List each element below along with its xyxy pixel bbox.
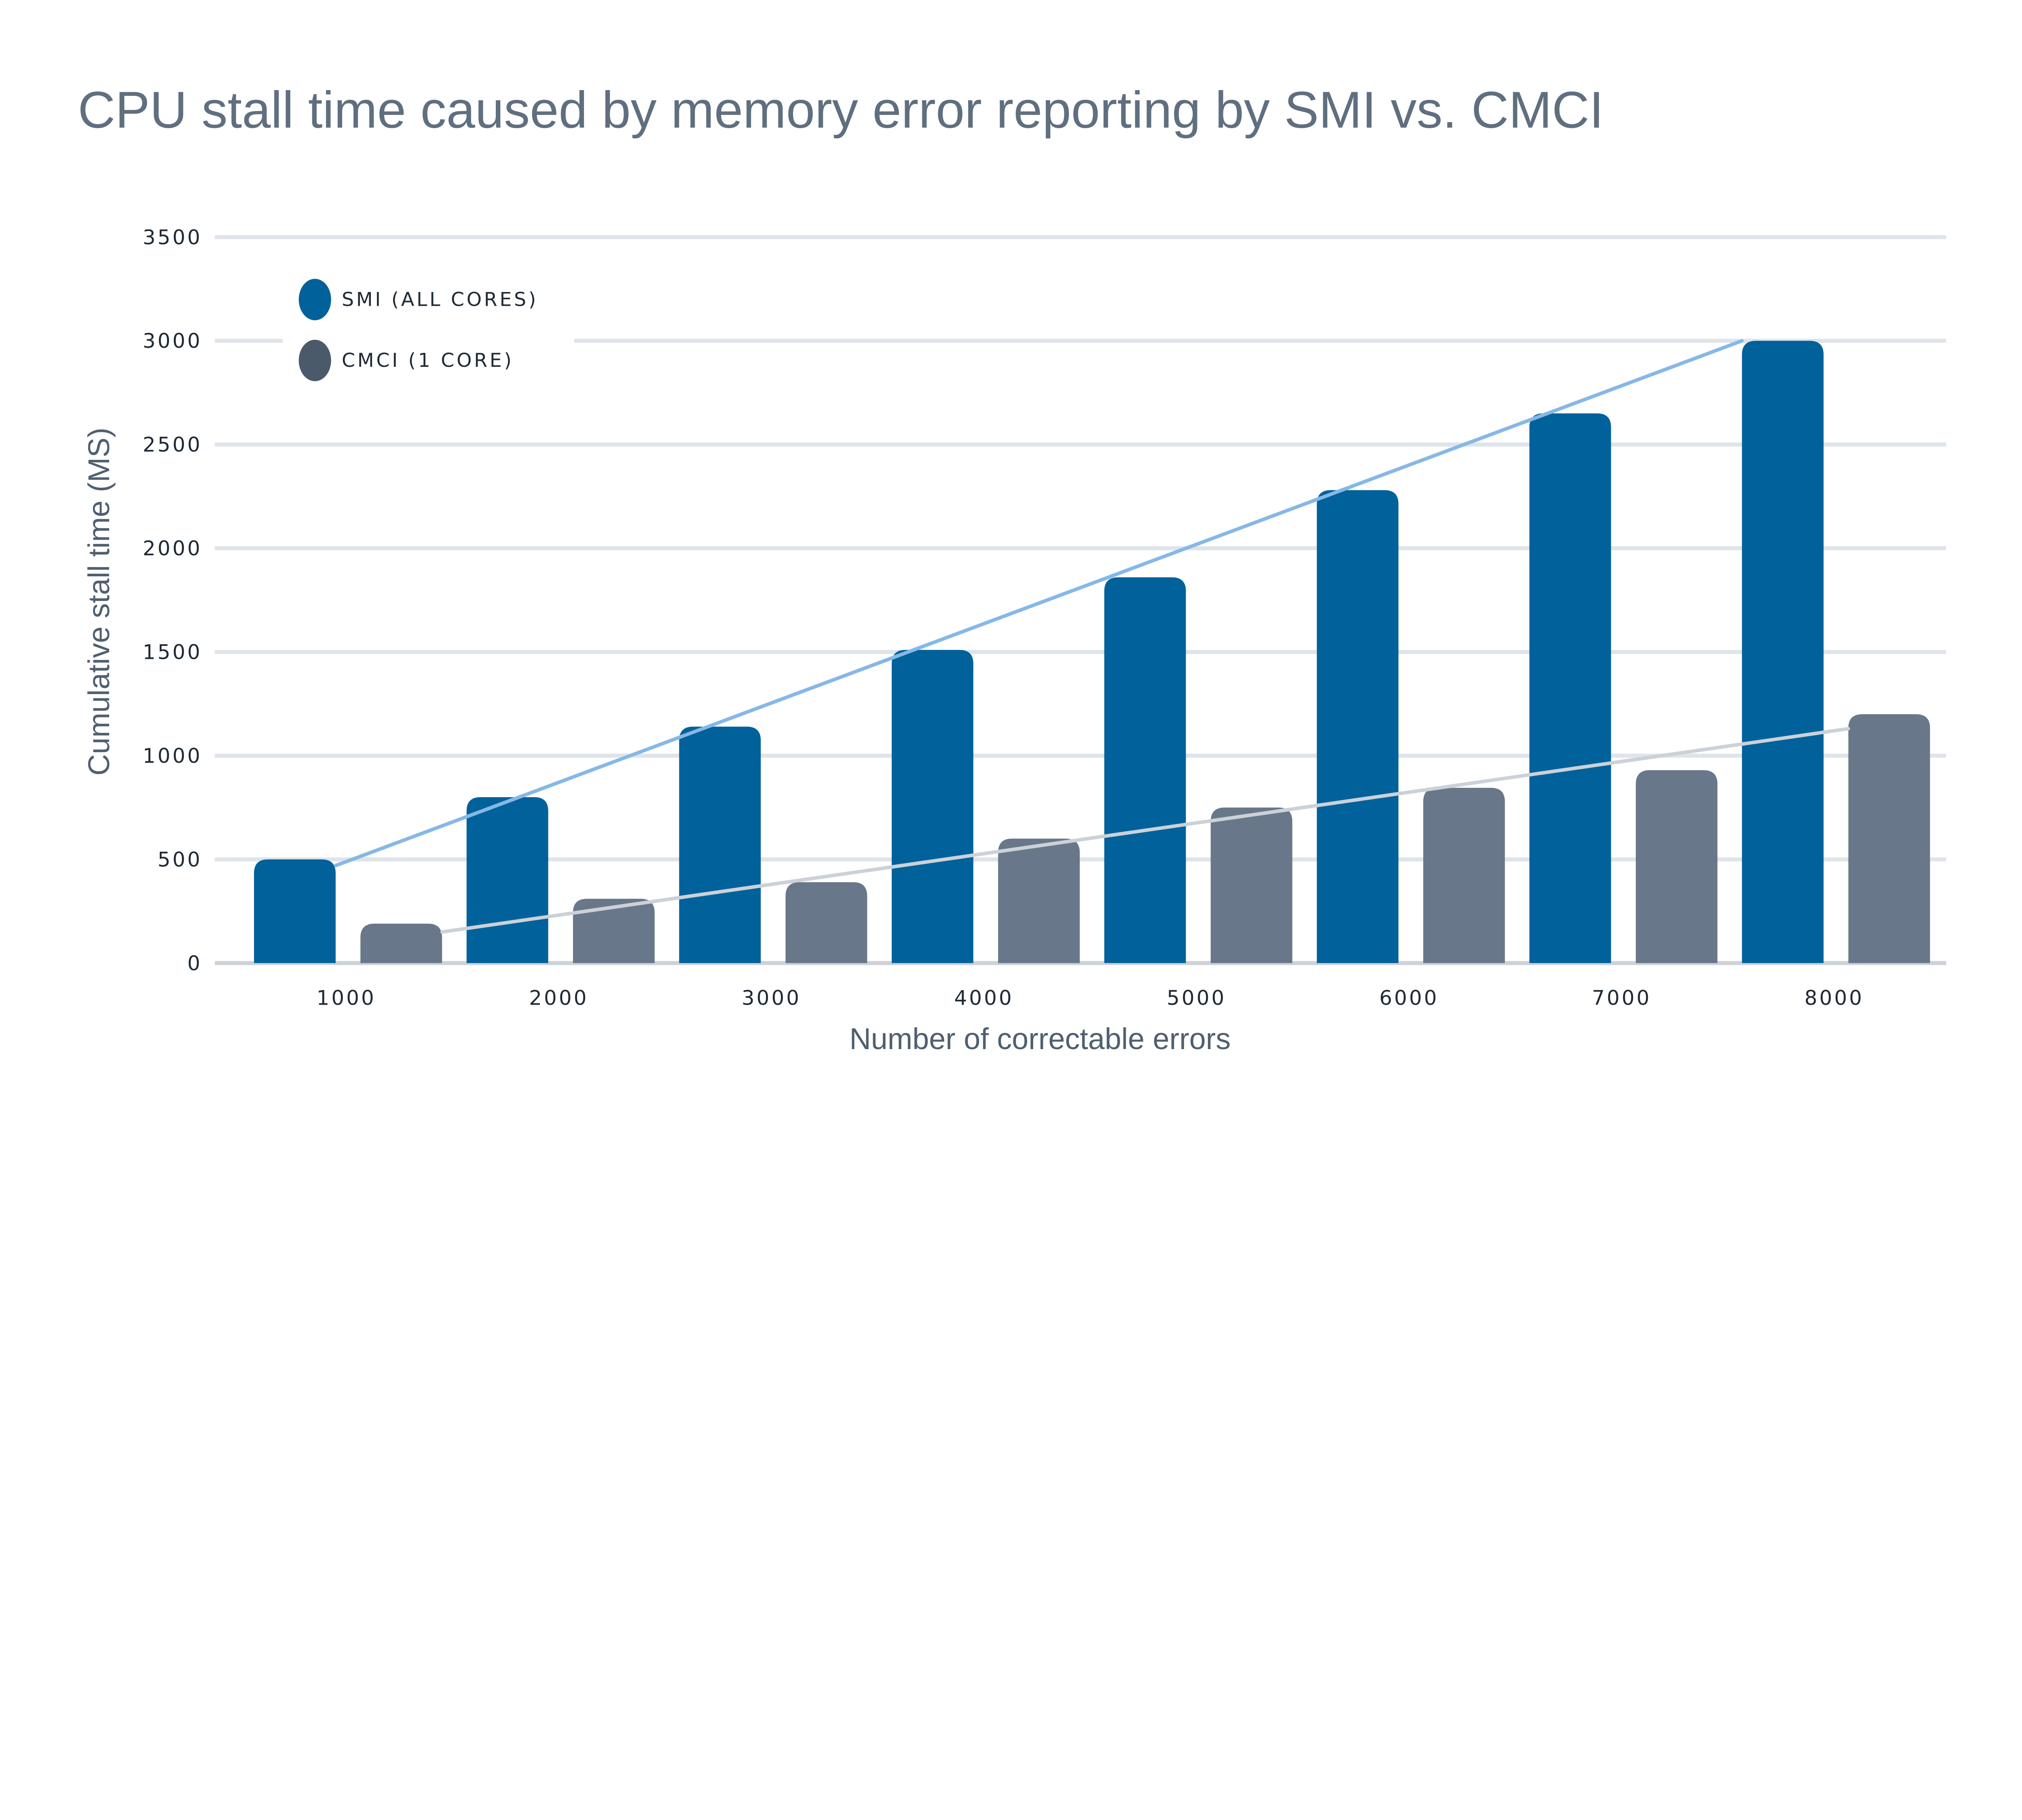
legend-marker-cmci — [298, 340, 331, 381]
y-tick-label: 3000 — [143, 329, 202, 353]
legend-label-smi: SMI (ALL CORES) — [342, 288, 538, 311]
y-tick-labels: 0 500 1000 1500 2000 2500 3000 3500 — [143, 226, 202, 975]
bar-smi-6000 — [1317, 490, 1399, 963]
chart-title: CPU stall time caused by memory error re… — [78, 81, 1604, 139]
bar-smi-7000 — [1529, 413, 1611, 963]
x-tick-label: 2000 — [529, 986, 588, 1009]
y-tick-label: 3500 — [143, 226, 202, 249]
bar-cmci-1000 — [360, 923, 442, 963]
bar-cmci-8000 — [1848, 714, 1930, 963]
y-tick-label: 500 — [158, 848, 202, 871]
x-tick-label: 5000 — [1167, 986, 1226, 1009]
trendline-cmci — [440, 727, 1850, 934]
bars — [254, 341, 1930, 963]
legend-background — [282, 273, 574, 379]
x-tick-label: 3000 — [742, 986, 801, 1009]
trendlines — [334, 339, 1850, 934]
y-tick-label: 2500 — [143, 433, 202, 457]
x-tick-label: 6000 — [1379, 986, 1439, 1009]
x-tick-label: 8000 — [1804, 986, 1864, 1009]
bar-smi-5000 — [1104, 577, 1186, 963]
legend-label-cmci: CMCI (1 CORE) — [342, 349, 514, 372]
bar-cmci-3000 — [785, 882, 867, 963]
y-axis-label: Cumulative stall time (MS) — [82, 427, 116, 776]
bar-cmci-4000 — [998, 838, 1080, 963]
chart: CPU stall time caused by memory error re… — [78, 81, 1946, 1056]
bar-smi-8000 — [1742, 341, 1824, 963]
bar-smi-2000 — [466, 797, 548, 963]
bar-cmci-2000 — [573, 899, 655, 963]
y-tick-label: 1000 — [143, 744, 202, 768]
trendline-smi — [334, 339, 1744, 868]
y-tick-label: 0 — [187, 952, 202, 975]
x-tick-label: 7000 — [1592, 986, 1651, 1009]
bar-smi-3000 — [679, 726, 761, 963]
bar-smi-4000 — [892, 650, 973, 963]
legend-marker-smi — [298, 279, 331, 320]
bar-cmci-6000 — [1423, 787, 1505, 963]
x-tick-label: 4000 — [954, 986, 1014, 1009]
y-tick-label: 2000 — [143, 537, 202, 560]
x-tick-label: 1000 — [317, 986, 376, 1009]
bar-cmci-5000 — [1210, 807, 1292, 963]
x-tick-labels: 1000 2000 3000 4000 5000 6000 7000 8000 — [317, 986, 1864, 1009]
bar-cmci-7000 — [1636, 770, 1717, 963]
legend: SMI (ALL CORES) CMCI (1 CORE) — [282, 273, 574, 381]
x-axis-label: Number of correctable errors — [850, 1022, 1231, 1056]
bar-smi-1000 — [254, 859, 336, 963]
y-tick-label: 1500 — [143, 640, 202, 664]
